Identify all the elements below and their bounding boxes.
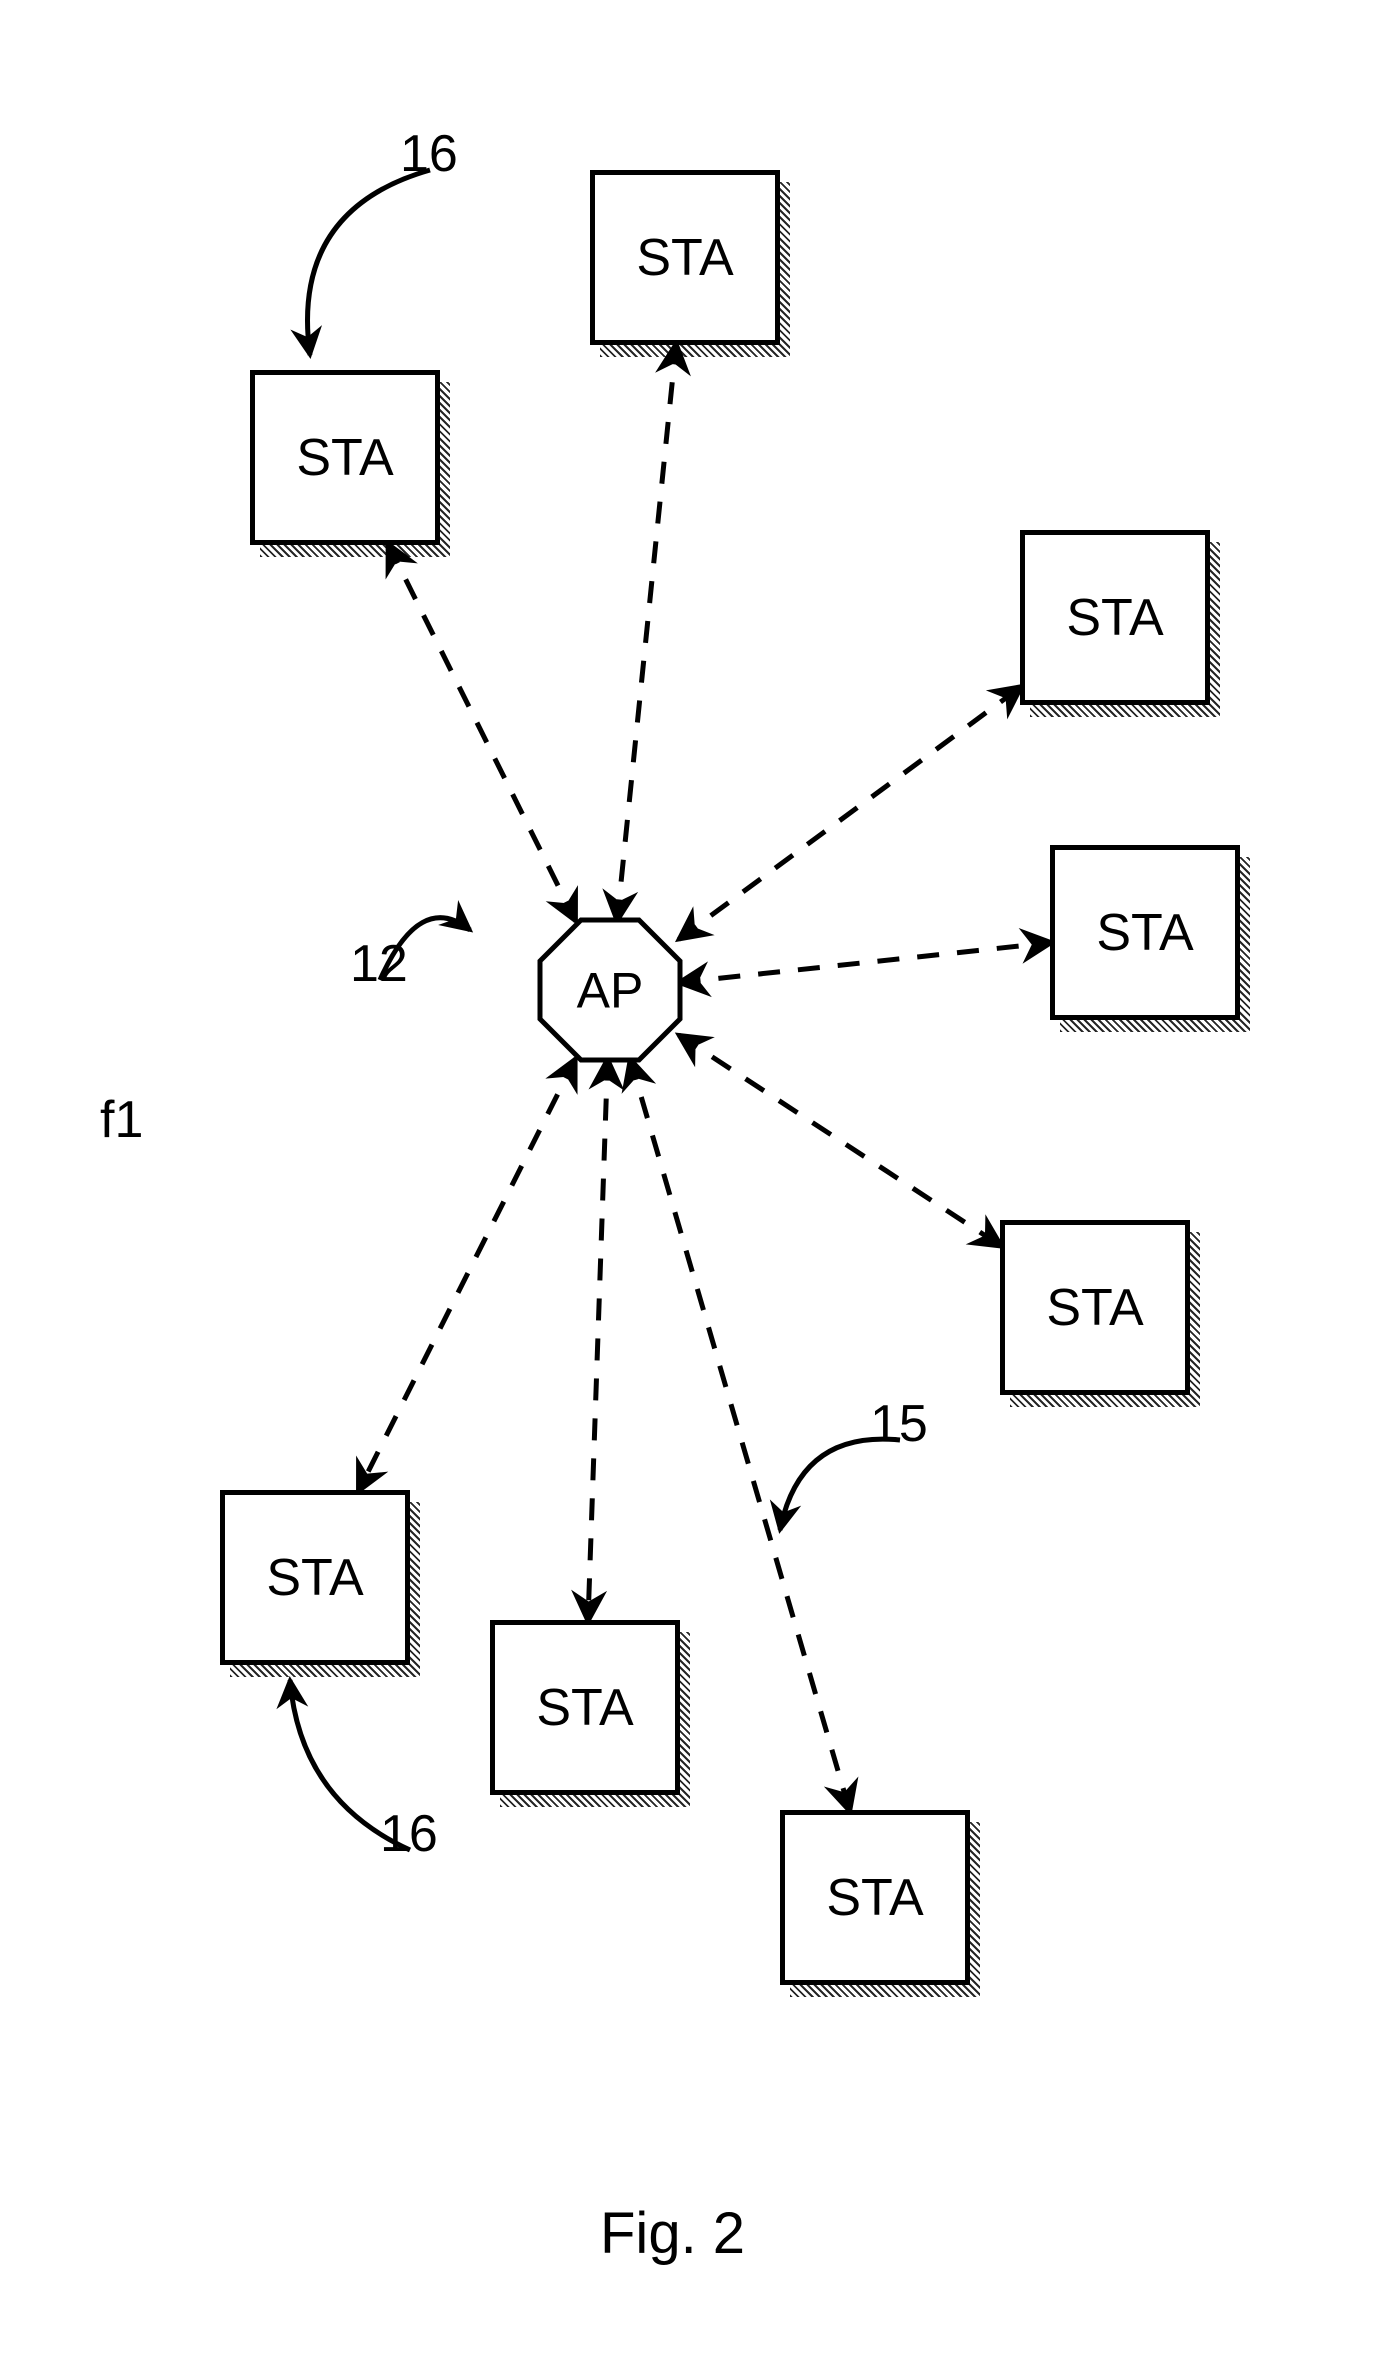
sta-label: STA (826, 1868, 923, 1928)
figure-canvas: AP f1 Fig. 2 STA STA STA STA STA STA STA STA 16 1… (0, 0, 1374, 2364)
reference-label: 12 (350, 934, 408, 994)
figure-caption: Fig. 2 (600, 2200, 745, 2267)
connection-edge (679, 686, 1022, 939)
connection-edge (388, 543, 576, 921)
sta-label: STA (636, 228, 733, 288)
connection-edge (588, 1059, 608, 1622)
connection-edge (358, 1059, 575, 1492)
reference-pointer (308, 170, 431, 355)
ap-label: AP (577, 963, 644, 1019)
reference-label: 15 (870, 1394, 928, 1454)
sta-node: STA (250, 370, 440, 545)
ap-node (540, 920, 680, 1060)
sta-label: STA (536, 1678, 633, 1738)
connection-edge (679, 943, 1052, 983)
sta-node: STA (1000, 1220, 1190, 1395)
sta-label: STA (1066, 588, 1163, 648)
reference-label: 16 (400, 124, 458, 184)
sta-node: STA (1050, 845, 1240, 1020)
sta-label: STA (296, 428, 393, 488)
sta-node: STA (490, 1620, 680, 1795)
connection-edge (679, 1035, 1002, 1247)
connection-edge (617, 343, 676, 921)
sta-node: STA (220, 1490, 410, 1665)
sta-label: STA (1046, 1278, 1143, 1338)
sta-node: STA (590, 170, 780, 345)
sta-node: STA (1020, 530, 1210, 705)
f1-label: f1 (100, 1090, 143, 1150)
sta-label: STA (266, 1548, 363, 1608)
sta-label: STA (1096, 903, 1193, 963)
reference-label: 16 (380, 1804, 438, 1864)
sta-node: STA (780, 1810, 970, 1985)
